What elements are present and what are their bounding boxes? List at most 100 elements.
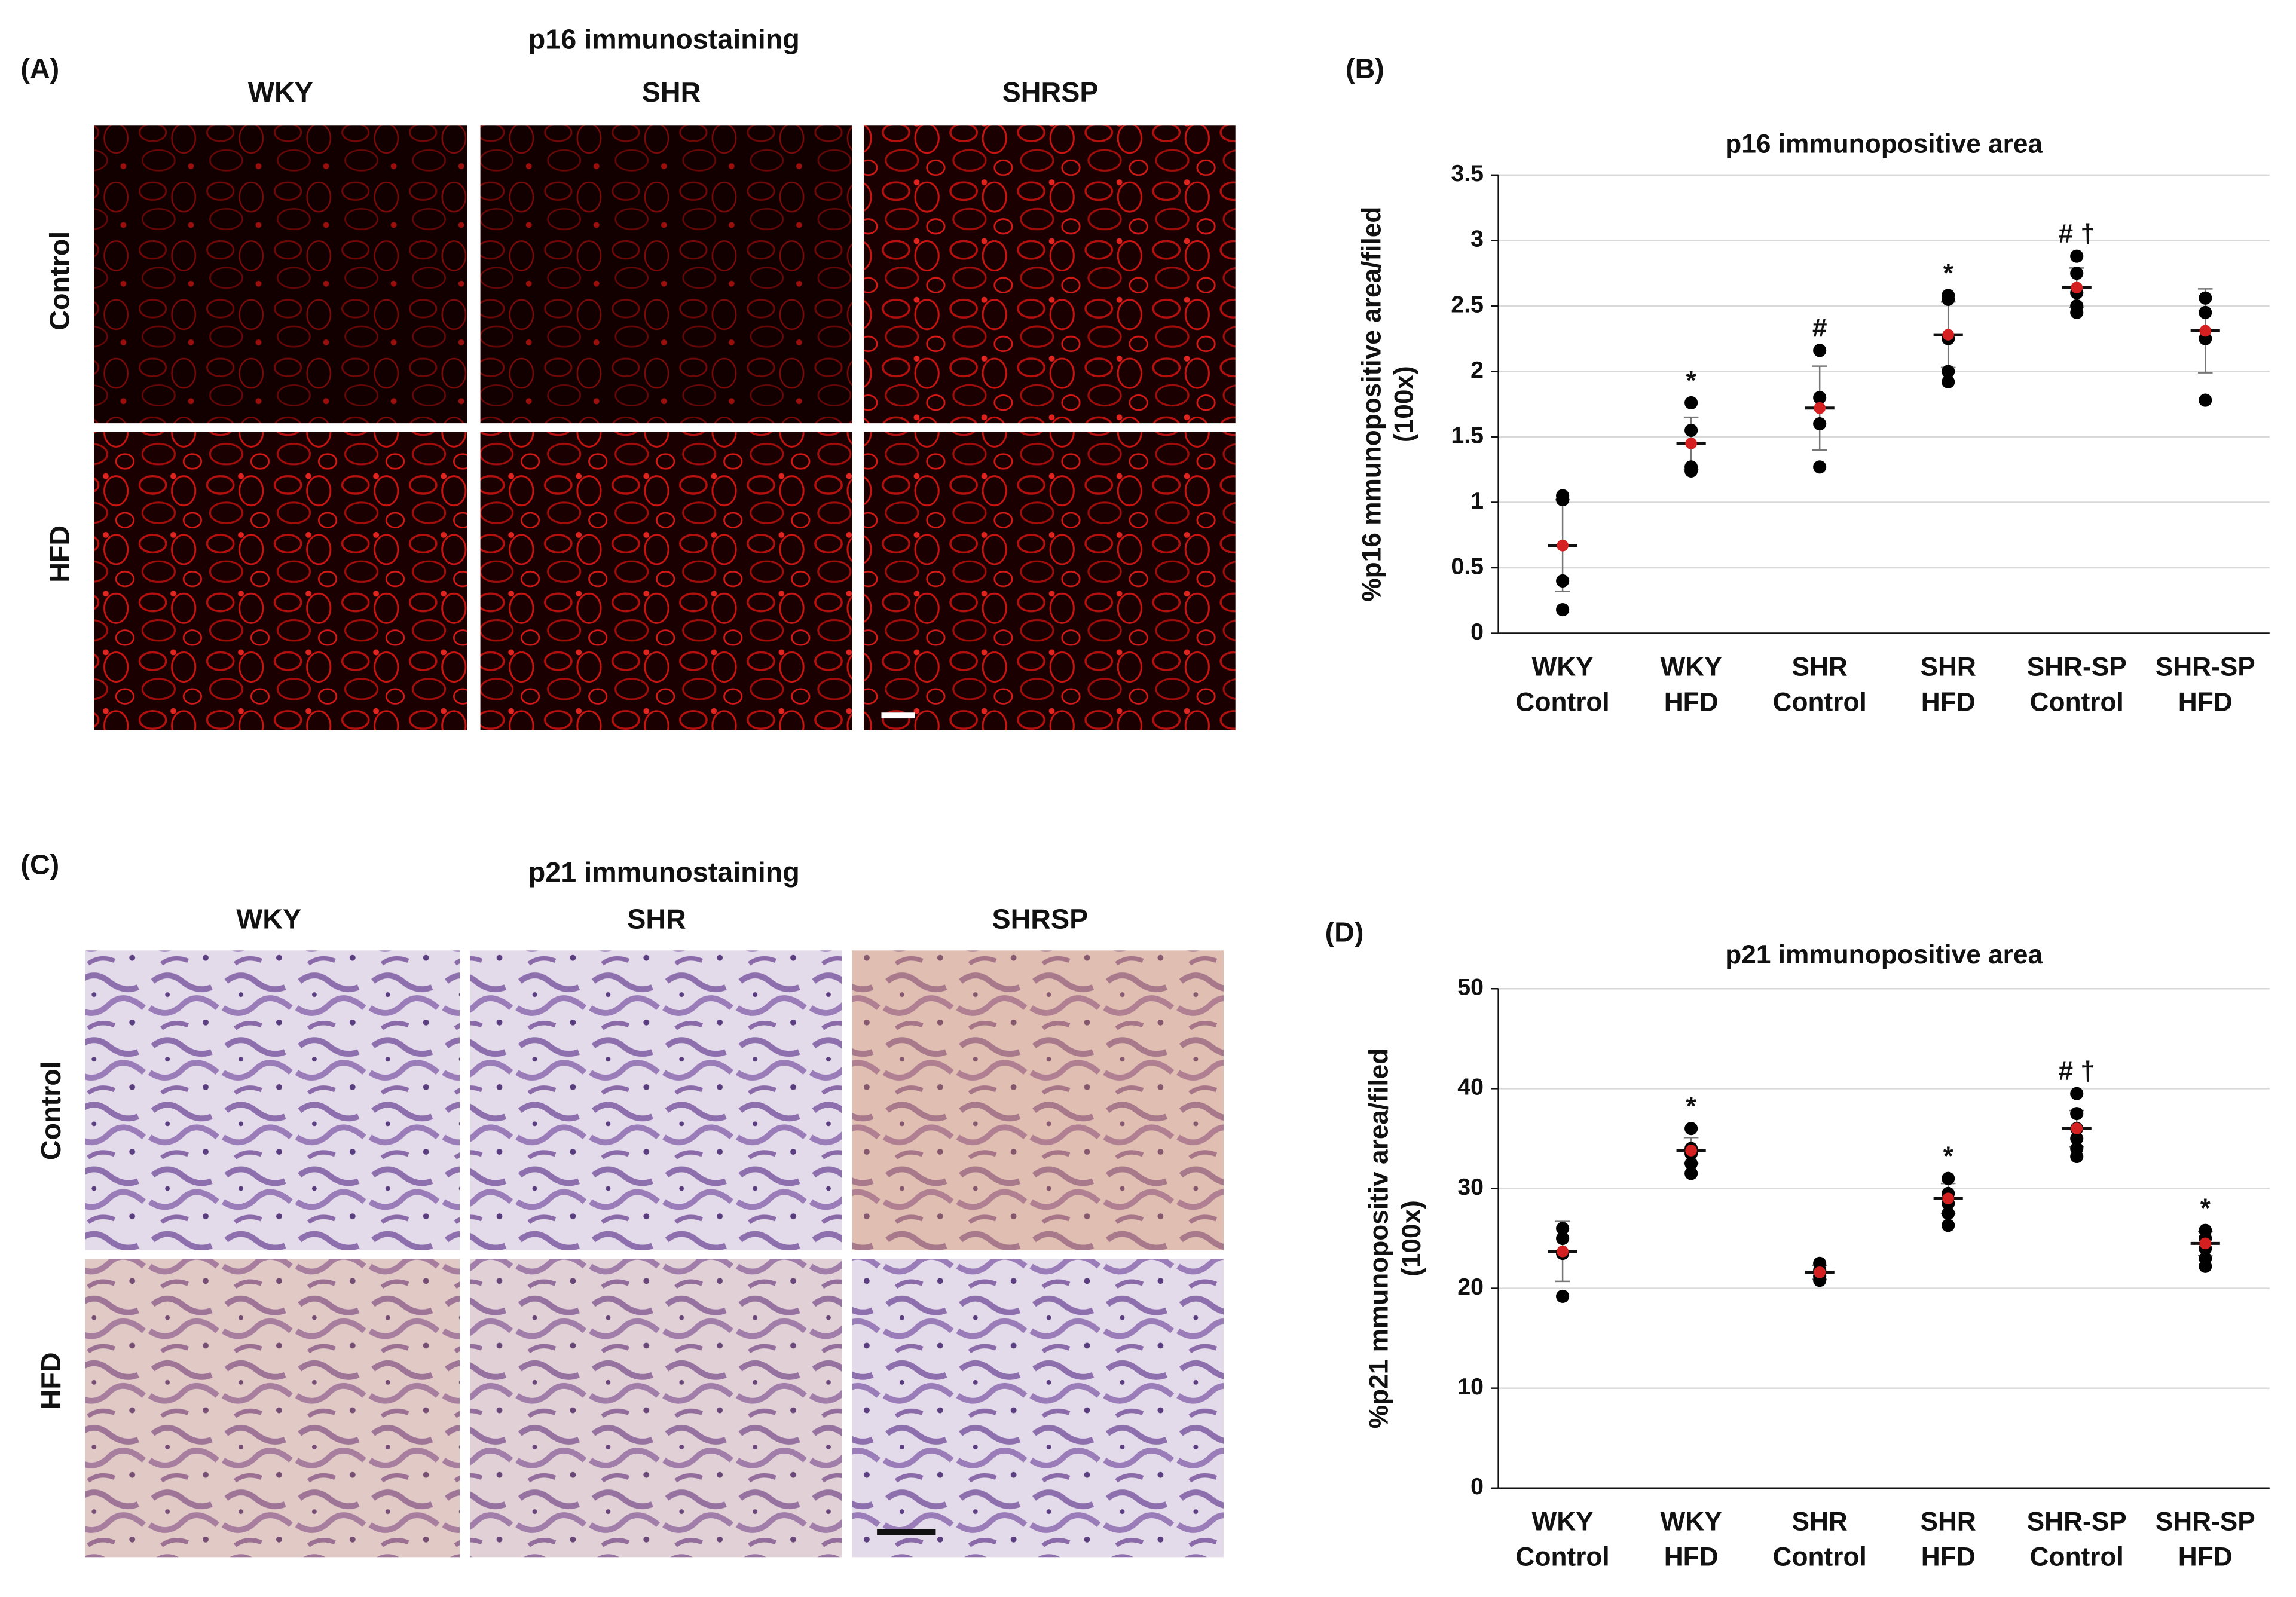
data-point (1813, 391, 1827, 405)
mean-point (1685, 438, 1697, 449)
x-tick-label: WKY HFD (1661, 652, 1722, 717)
scale-bar (881, 712, 915, 719)
y-axis-label: %p16 mmunopositive area/filed (1357, 207, 1386, 602)
chart-title: p21 immunopositive area (1725, 940, 2043, 969)
data-point (1556, 493, 1570, 507)
data-point (2199, 1259, 2212, 1273)
x-tick-label: WKY Control (1516, 652, 1610, 717)
mean-point (2199, 1237, 2212, 1250)
data-point (1684, 464, 1698, 478)
micrograph (94, 432, 467, 730)
significance-mark: # (1812, 314, 1827, 343)
data-point (2070, 1107, 2084, 1121)
data-point (1556, 1289, 1570, 1303)
column-label: WKY (248, 77, 313, 108)
micrograph (852, 1259, 1224, 1558)
y-axis-label: (100x) (1389, 366, 1418, 442)
x-tick-label: SHR Control (1773, 1507, 1867, 1571)
column-label: SHR (642, 77, 701, 108)
panel-title: p16 immunostaining (528, 24, 800, 55)
x-tick-label: WKY HFD (1661, 1507, 1722, 1571)
mean-point (1814, 1266, 1826, 1278)
data-point (1684, 1122, 1698, 1136)
data-point (1556, 1222, 1570, 1235)
mean-point (1685, 1145, 1697, 1157)
y-tick-label: 1.5 (1451, 422, 1484, 448)
x-tick-label: SHR HFD (1921, 1507, 1976, 1571)
mean-point (1557, 539, 1569, 552)
panel-letter: (C) (20, 849, 59, 880)
data-point (1942, 1171, 1955, 1185)
significance-mark: # † (2058, 219, 2095, 249)
y-tick-label: 1 (1470, 488, 1484, 514)
significance-mark: * (2200, 1194, 2211, 1223)
mean-point (2071, 1122, 2083, 1135)
data-point (1813, 460, 1827, 474)
micrograph (94, 125, 467, 424)
data-point (1813, 344, 1827, 357)
y-tick-label: 0 (1470, 1473, 1484, 1500)
row-label: HFD (44, 525, 75, 583)
y-tick-label: 3 (1470, 226, 1484, 252)
significance-mark: * (1943, 1142, 1954, 1171)
data-point (2070, 249, 2084, 263)
p16-micrographs (94, 125, 1236, 730)
x-tick-label: SHR-SP HFD (2156, 652, 2255, 717)
p21-micrographs (85, 950, 1224, 1558)
y-axis-label: %p21 mmunopositiv area/filed (1365, 1048, 1394, 1428)
row-label: Control (44, 231, 75, 331)
micrograph (480, 432, 852, 730)
data-point (1813, 417, 1827, 431)
y-tick-label: 0 (1470, 619, 1484, 645)
data-point (1556, 603, 1570, 617)
y-tick-label: 3.5 (1451, 160, 1484, 186)
data-point (1684, 1157, 1698, 1170)
panel-letter: (B) (1346, 53, 1384, 84)
significance-mark: * (1686, 366, 1697, 395)
x-tick-label: SHR-SP Control (2027, 1507, 2127, 1571)
data-point (1942, 365, 1955, 378)
panel-title: p21 immunostaining (528, 856, 800, 888)
y-tick-label: 2.5 (1451, 291, 1484, 317)
y-tick-label: 50 (1457, 974, 1484, 1001)
row-label: Control (35, 1061, 66, 1160)
data-point (2070, 1131, 2084, 1145)
column-label: WKY (236, 904, 301, 935)
data-point (2199, 291, 2212, 305)
scale-bar (877, 1529, 936, 1535)
y-tick-label: 10 (1457, 1373, 1484, 1400)
data-point (1942, 375, 1955, 388)
y-tick-label: 2 (1470, 357, 1484, 383)
micrograph (480, 125, 852, 424)
mean-point (2071, 282, 2083, 294)
data-point (1684, 1167, 1698, 1180)
data-point (1942, 292, 1955, 306)
x-tick-label: SHR-SP HFD (2156, 1507, 2255, 1571)
mean-point (2199, 325, 2212, 337)
micrograph (470, 950, 842, 1250)
mean-point (1942, 329, 1955, 341)
data-point (1556, 1231, 1570, 1246)
y-axis-label: (100x) (1397, 1200, 1426, 1277)
micrograph (863, 432, 1236, 730)
stain-overlay (470, 1259, 842, 1558)
row-label: HFD (35, 1352, 66, 1409)
data-point (1684, 396, 1698, 410)
column-label: SHR (627, 904, 686, 935)
mean-point (1814, 402, 1826, 414)
micrograph (470, 1259, 842, 1558)
panel-letter: (A) (20, 53, 59, 84)
x-tick-label: SHR-SP Control (2027, 652, 2127, 717)
data-point (1942, 1219, 1955, 1232)
x-tick-label: SHR HFD (1921, 652, 1976, 717)
data-point (2070, 1149, 2084, 1164)
panel-letter: (D) (1325, 917, 1364, 948)
significance-mark: # † (2058, 1057, 2095, 1086)
significance-mark: * (1943, 259, 1954, 288)
chart-title: p16 immunopositive area (1725, 129, 2043, 158)
mean-point (1557, 1245, 1569, 1258)
stain-overlay (852, 950, 1224, 1250)
x-tick-label: SHR Control (1773, 652, 1867, 717)
micrograph (85, 950, 460, 1250)
